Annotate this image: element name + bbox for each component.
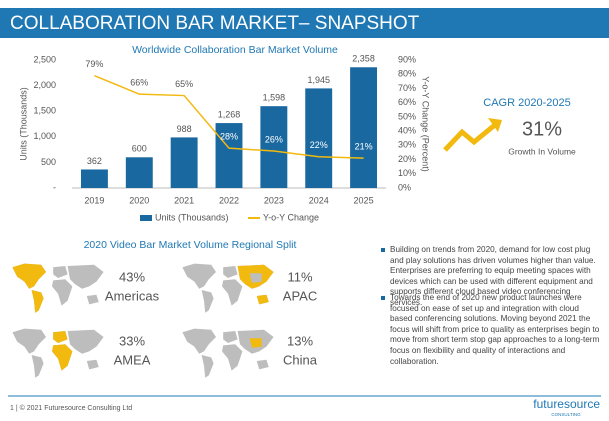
bar-label: 1,945 <box>307 75 330 85</box>
bar <box>125 157 153 188</box>
line-label: 21% <box>355 142 373 152</box>
x-tick-label: 2021 <box>174 195 194 205</box>
legend-swatch <box>140 215 152 221</box>
region-name: APAC <box>283 288 317 303</box>
footer-text: 1 | © 2021 Futuresource Consulting Ltd <box>10 404 132 412</box>
y2-tick-label: 70% <box>398 83 416 93</box>
map-americas <box>12 263 103 313</box>
region-share: 13% <box>287 333 313 348</box>
x-tick-label: 2025 <box>354 195 374 205</box>
y2-tick-label: 60% <box>398 97 416 107</box>
line-label: 66% <box>130 78 148 88</box>
cagr-caption: Growth In Volume <box>508 146 576 156</box>
y2-tick-label: 30% <box>398 140 416 150</box>
line-label: 79% <box>85 59 103 69</box>
region-name: China <box>283 352 318 367</box>
bar <box>260 106 288 188</box>
cagr-value: 31% <box>522 118 562 140</box>
x-tick-label: 2020 <box>129 195 149 205</box>
bar-label: 1,598 <box>263 93 286 103</box>
bar-label: 2,358 <box>352 54 375 64</box>
bar <box>170 137 198 188</box>
cagr-title: CAGR 2020-2025 <box>483 97 570 109</box>
title-bar <box>0 8 609 38</box>
chart-title: Worldwide Collaboration Bar Market Volum… <box>132 44 338 56</box>
legend-label: Units (Thousands) <box>155 212 229 222</box>
y2-tick-label: 50% <box>398 111 416 121</box>
map-apac <box>182 264 274 313</box>
y2-tick-label: 20% <box>398 154 416 164</box>
bullet: Building on trends from 2020, demand for… <box>381 245 600 309</box>
y-tick-label: 2,000 <box>33 80 56 90</box>
y-tick-label: - <box>53 182 56 192</box>
y-tick-label: 500 <box>41 157 56 167</box>
region-name: Americas <box>105 288 160 303</box>
y2-tick-label: 80% <box>398 69 416 79</box>
y-tick-label: 2,500 <box>33 54 56 64</box>
line-label: 26% <box>265 134 283 144</box>
bar <box>350 67 378 188</box>
line <box>94 74 364 159</box>
region-share: 11% <box>287 269 312 284</box>
bar <box>305 88 333 188</box>
x-tick-label: 2022 <box>219 195 239 205</box>
y-tick-label: 1,000 <box>33 131 56 141</box>
bar <box>215 123 243 188</box>
region-share: 33% <box>119 333 145 348</box>
bar-label: 600 <box>132 144 147 154</box>
y-axis-label: Units (Thousands) <box>18 87 28 161</box>
bar <box>80 169 108 188</box>
legend-label: Y-o-Y Change <box>263 212 319 222</box>
line-label: 28% <box>220 132 238 142</box>
bar-label: 988 <box>177 124 192 134</box>
y2-tick-label: 40% <box>398 125 416 135</box>
logo-sub: CONSULTING <box>551 412 581 417</box>
map-china <box>182 329 273 378</box>
line-label: 65% <box>175 79 193 89</box>
regional-title: 2020 Video Bar Market Volume Regional Sp… <box>84 239 297 251</box>
y2-tick-label: 0% <box>398 182 411 192</box>
y2-axis-label: Y-o-Y Change (Percent) <box>421 76 431 172</box>
bar-label: 1,268 <box>218 109 241 119</box>
region-name: AMEA <box>114 352 151 367</box>
x-tick-label: 2023 <box>264 195 284 205</box>
y2-tick-label: 90% <box>398 54 416 64</box>
region-share: 43% <box>119 269 145 284</box>
x-tick-label: 2024 <box>309 195 329 205</box>
y2-tick-label: 10% <box>398 168 416 178</box>
y-tick-label: 1,500 <box>33 106 56 116</box>
slide-title: COLLABORATION BAR MARKET– SNAPSHOT <box>10 13 420 34</box>
arrow-head <box>488 118 502 132</box>
x-tick-label: 2019 <box>84 195 104 205</box>
bar-label: 362 <box>87 156 102 166</box>
map-amea <box>12 329 103 378</box>
logo: futuresource <box>533 397 600 411</box>
bullet: Towards the end of 2020 new product laun… <box>381 293 600 366</box>
growth-arrow <box>443 122 498 152</box>
line-label: 22% <box>310 140 328 150</box>
